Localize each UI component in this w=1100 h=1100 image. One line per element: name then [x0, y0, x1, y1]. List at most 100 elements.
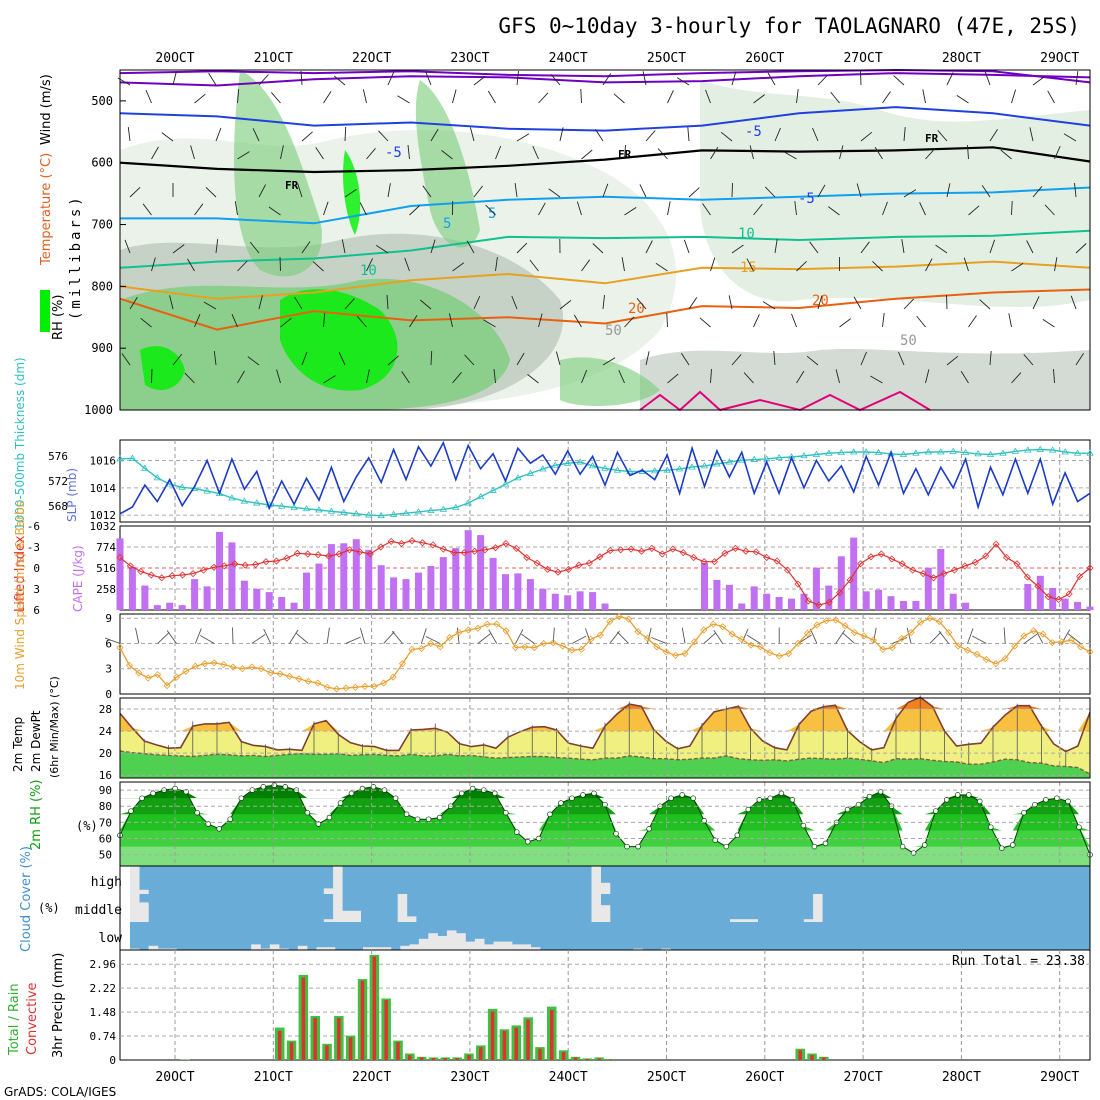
precip-panel: 0 0.74 1.48 2.22 2.96 — [90, 949, 1091, 1067]
wind-barb — [645, 240, 653, 254]
contour-label: 5 — [443, 216, 451, 232]
wind-barb — [172, 71, 177, 86]
cloud-low-bar — [325, 947, 336, 950]
temp2m-tick-label: 28 — [99, 703, 112, 716]
wind-barb — [872, 260, 883, 272]
cloud-middle-bar — [803, 919, 814, 922]
wind-barb — [407, 145, 410, 160]
x-tick-top-label: 28OCT — [942, 51, 981, 66]
wind-barb — [617, 631, 629, 644]
wind-barb — [860, 70, 862, 86]
wind-speed-point — [916, 618, 925, 626]
wind-barb — [104, 637, 121, 644]
cape-bar — [949, 593, 957, 610]
wind-barb — [548, 188, 561, 198]
lifted-point — [377, 543, 385, 551]
cape-bar — [812, 567, 820, 610]
wind-barb — [1011, 262, 1024, 272]
wind-barb — [1044, 204, 1055, 216]
x-tick-bottom-label: 29OCT — [1040, 1070, 1079, 1085]
lifted-point — [158, 574, 166, 582]
cape-bar — [216, 531, 223, 610]
rh2m-point — [866, 793, 873, 800]
x-tick-top-label: 27OCT — [844, 51, 883, 66]
wind-barb — [773, 351, 776, 366]
wind-barb — [898, 351, 905, 366]
wind-barb — [946, 355, 959, 366]
wind-barb — [702, 203, 711, 216]
rh2m-point — [139, 795, 145, 801]
wind-barb — [1032, 186, 1043, 198]
wind-barb — [359, 627, 366, 644]
cloud-low-bar — [130, 948, 140, 950]
cape-bar — [141, 585, 149, 610]
wind-barb — [473, 76, 486, 86]
wind-barb — [464, 354, 475, 366]
wind-barb — [681, 353, 690, 366]
isotherm-20-line — [119, 288, 1091, 331]
thickness-point — [576, 458, 584, 465]
precip-conv-bar — [550, 1009, 554, 1060]
x-tick-top-label: 22OCT — [352, 51, 391, 66]
wind-barb — [187, 258, 195, 272]
x-tick-bottom-label: 28OCT — [942, 1070, 981, 1085]
wind-speed-point — [182, 667, 190, 675]
wind-barb — [967, 628, 974, 644]
wind-barb — [655, 262, 668, 272]
pressure-tick-label: 1000 — [84, 403, 113, 417]
wind-speed-point — [747, 641, 755, 649]
rh2m-point — [591, 790, 597, 797]
wind-barb — [276, 369, 281, 384]
temp2m-tick-label: 24 — [99, 725, 113, 738]
thickness-point — [253, 499, 261, 506]
rh2m-point — [977, 798, 983, 805]
thickness-point — [1061, 448, 1069, 455]
wind-speed-point — [1039, 630, 1047, 638]
cloud-middle-bar — [323, 919, 334, 922]
wind-barb — [853, 296, 862, 310]
wind-barb — [796, 260, 807, 272]
wind-barb — [366, 258, 374, 272]
wind-speed-point — [672, 651, 680, 659]
x-tick-bottom-label: 24OCT — [549, 1070, 588, 1085]
thickness-tick-label: 576 — [48, 450, 68, 463]
thickness-point — [501, 480, 510, 487]
rh2m-tick-label: 50 — [99, 849, 112, 862]
rh2m-point — [756, 797, 763, 803]
rh2m-point — [734, 832, 741, 839]
precip-conv-bar — [822, 1057, 826, 1060]
wind-speed-point — [1011, 642, 1019, 650]
wind-barb — [581, 149, 593, 160]
wind-barb — [294, 296, 303, 310]
thickness-point — [651, 467, 659, 474]
wind-barb — [359, 202, 367, 216]
pressure-tick-label: 500 — [91, 94, 113, 108]
wind-speed-point — [125, 661, 133, 669]
wind-speed-point — [361, 682, 369, 690]
lifted-point — [1086, 564, 1094, 572]
cape-bar — [589, 592, 597, 610]
wind-barb — [681, 627, 686, 644]
wind-speed-point — [709, 620, 717, 628]
temp2m-hot-area — [120, 697, 1090, 710]
cape-bar — [303, 572, 310, 610]
cloud-low-bar — [465, 941, 476, 950]
cloud-low-bar — [484, 944, 494, 950]
wind-barb — [1074, 183, 1077, 198]
wind-speed-point — [1067, 636, 1075, 644]
wind-barb — [731, 244, 744, 254]
cape-bar — [601, 603, 609, 610]
wind-barb — [237, 89, 240, 104]
rh2m-point — [492, 790, 498, 797]
wind-speed-point — [191, 662, 199, 670]
wind-barb — [967, 144, 969, 160]
wind-barb — [550, 74, 561, 86]
lifted-point — [961, 562, 969, 570]
cape-tick-label: 516 — [96, 562, 116, 575]
wind-speed-point — [643, 634, 651, 642]
wind-barb — [639, 184, 647, 198]
wind-barb — [301, 351, 308, 366]
thickness-point — [812, 450, 821, 457]
wind-barb — [762, 301, 776, 310]
wind-speed-point — [813, 621, 821, 629]
